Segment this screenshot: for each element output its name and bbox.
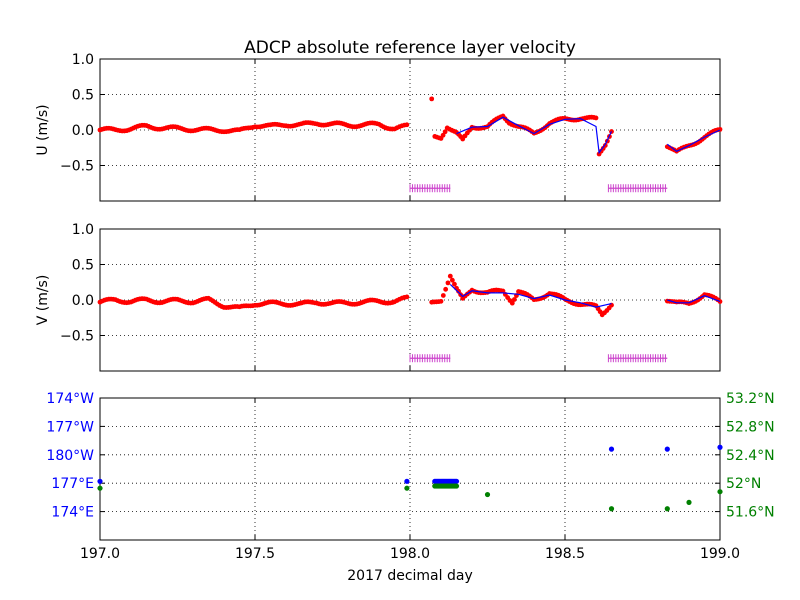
y-tick-label: 0.0 (72, 123, 94, 139)
figure-title: ADCP absolute reference layer velocity (244, 38, 576, 58)
x-tick-label: 198.5 (545, 546, 585, 562)
longitude-tick-label: 174°W (46, 391, 94, 407)
latitude-point (686, 499, 692, 505)
observed-point (438, 298, 444, 304)
longitude-point (97, 478, 103, 484)
observed-point (509, 300, 515, 306)
x-tick-label: 198.0 (390, 546, 430, 562)
x-tick-label: 199.0 (700, 546, 740, 562)
x-tick-label: 197.0 (80, 546, 120, 562)
latitude-tick-label: 52.4°N (726, 448, 775, 464)
observed-point (440, 132, 446, 138)
y-axis-label: U (m/s) (35, 104, 51, 155)
observed-point (449, 277, 455, 283)
smoothed-line (456, 116, 613, 155)
latitude-point (484, 491, 491, 498)
observed-point (442, 129, 448, 135)
latitude-point (97, 485, 103, 491)
latitude-tick-label: 53.2°N (726, 391, 775, 407)
observed-point (404, 122, 410, 128)
latitude-point (404, 485, 410, 491)
longitude-tick-label: 177°E (51, 476, 94, 492)
latitude-point (664, 506, 670, 512)
observed-point (593, 115, 599, 121)
observed-point (404, 294, 410, 300)
y-tick-label: 1.0 (72, 52, 94, 68)
longitude-point (608, 446, 615, 452)
longitude-tick-label: 180°W (46, 448, 94, 464)
y-tick-label: 1.0 (72, 222, 94, 238)
longitude-point (717, 444, 723, 450)
observed-point (447, 273, 453, 279)
observed-point (429, 96, 435, 102)
x-tick-label: 197.5 (235, 546, 275, 562)
longitude-point (404, 478, 410, 484)
smoothed-line (449, 283, 612, 308)
longitude-point (664, 446, 670, 452)
observed-point (440, 293, 446, 298)
observed-point (445, 280, 451, 286)
latitude-tick-label: 52.8°N (726, 419, 775, 435)
y-tick-label: −0.5 (60, 329, 94, 345)
y-tick-label: 0.0 (72, 293, 94, 309)
u-velocity-panel: 1.0 0.5 0.0 −0.5 U (m/s) (35, 52, 723, 202)
latitude-point (717, 489, 723, 495)
latitude-tick-label: 52°N (726, 476, 761, 492)
observed-point (717, 299, 723, 304)
smoothed-line (667, 295, 721, 304)
y-axis-label: V (m/s) (35, 275, 51, 326)
longitude-point (453, 478, 460, 484)
observed-point (452, 281, 457, 287)
smoothed-line (666, 129, 721, 152)
latitude-tick-label: 51.6°N (726, 505, 775, 521)
x-axis-label: 2017 decimal day (347, 568, 472, 584)
v-velocity-panel: 1.0 0.5 0.0 −0.5 V (m/s) (35, 222, 723, 372)
observed-point (511, 297, 517, 302)
position-panel: 174°W 177°W 180°W 177°E 174°E 53.2°N 52.8°N 52.… (46, 391, 774, 562)
latitude-point (608, 506, 615, 512)
observed-point (443, 286, 449, 292)
observed-point (500, 288, 506, 294)
y-tick-label: −0.5 (60, 159, 94, 175)
longitude-tick-label: 174°E (51, 505, 94, 521)
y-tick-label: 0.5 (72, 258, 94, 274)
y-tick-label: 0.5 (72, 88, 94, 104)
longitude-tick-label: 177°W (46, 419, 94, 435)
latitude-point (453, 483, 460, 489)
